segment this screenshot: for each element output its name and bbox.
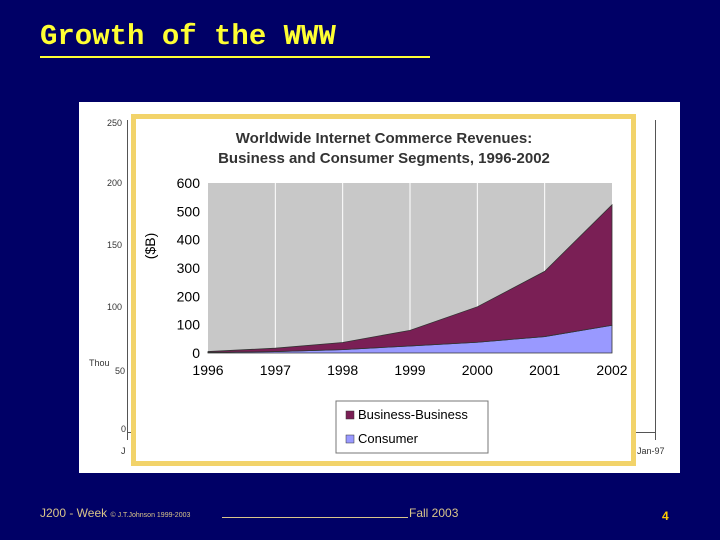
chart-title-line1: Worldwide Internet Commerce Revenues: bbox=[236, 130, 532, 147]
x-tick-label: 2002 bbox=[596, 362, 627, 378]
x-tick-label: 1997 bbox=[260, 362, 291, 378]
background-y-axis bbox=[127, 120, 128, 440]
background-y-tick: 250 bbox=[107, 118, 123, 128]
y-tick-label: 600 bbox=[177, 175, 201, 191]
background-x-label-left: J bbox=[121, 446, 126, 456]
x-tick-label: 1998 bbox=[327, 362, 358, 378]
legend-swatch bbox=[345, 434, 355, 444]
footer-rule bbox=[222, 517, 408, 518]
footer-copyright: © J.T.Johnson 1999-2003 bbox=[110, 512, 191, 519]
background-y-tick: 150 bbox=[107, 240, 123, 250]
background-y-tick: 0 bbox=[121, 424, 127, 434]
x-tick-label: 1999 bbox=[394, 362, 425, 378]
background-y-label: Thou bbox=[89, 358, 110, 368]
y-tick-label: 500 bbox=[177, 203, 201, 219]
legend-label: Business-Business bbox=[358, 407, 468, 422]
title-underline bbox=[40, 56, 430, 58]
chart-y-label: ($B) bbox=[142, 233, 158, 259]
page-number: 4 bbox=[662, 509, 669, 523]
legend-box bbox=[335, 400, 489, 454]
chart-title-line2: Business and Consumer Segments, 1996-200… bbox=[218, 150, 550, 167]
y-tick-label: 400 bbox=[177, 232, 201, 248]
legend-swatch bbox=[345, 410, 355, 420]
background-y-tick: 100 bbox=[107, 302, 123, 312]
slide-title: Growth of the WWW bbox=[40, 20, 336, 53]
revenue-chart-box: Worldwide Internet Commerce Revenues: Bu… bbox=[131, 114, 636, 466]
footer-term: Fall 2003 bbox=[409, 506, 459, 520]
x-tick-label: 2001 bbox=[529, 362, 560, 378]
x-tick-label: 2000 bbox=[462, 362, 493, 378]
area-business-business bbox=[207, 203, 613, 353]
footer-left: J200 - Week © J.T.Johnson 1999-2003 bbox=[40, 506, 190, 520]
background-y-tick: 50 bbox=[115, 366, 126, 376]
background-y-tick: 200 bbox=[107, 178, 123, 188]
revenue-chart: Worldwide Internet Commerce Revenues: Bu… bbox=[142, 130, 628, 454]
y-tick-label: 100 bbox=[177, 317, 201, 333]
legend-label: Consumer bbox=[358, 431, 419, 446]
background-right-axis bbox=[655, 120, 656, 440]
y-tick-label: 200 bbox=[177, 288, 201, 304]
x-tick-label: 1996 bbox=[192, 362, 223, 378]
background-x-label-right: Jan-97 bbox=[637, 446, 665, 456]
y-tick-label: 300 bbox=[177, 260, 201, 276]
y-tick-label: 0 bbox=[192, 345, 200, 361]
footer-course: J200 - Week bbox=[40, 506, 108, 520]
